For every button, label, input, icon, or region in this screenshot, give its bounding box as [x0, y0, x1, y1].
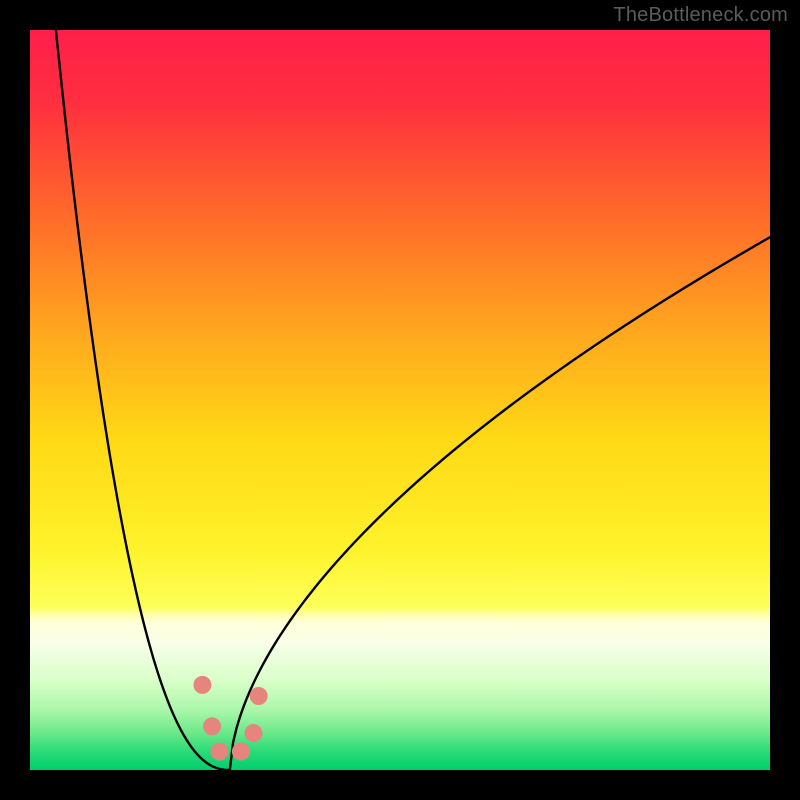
plot-area [30, 30, 770, 770]
curve-marker [203, 717, 221, 735]
curve-marker [232, 743, 250, 761]
watermark-text: TheBottleneck.com [613, 4, 788, 27]
curve-marker [244, 724, 262, 742]
curve-marker [210, 743, 228, 761]
bottleneck-chart [0, 0, 800, 800]
curve-marker [250, 687, 268, 705]
curve-marker [193, 676, 211, 694]
